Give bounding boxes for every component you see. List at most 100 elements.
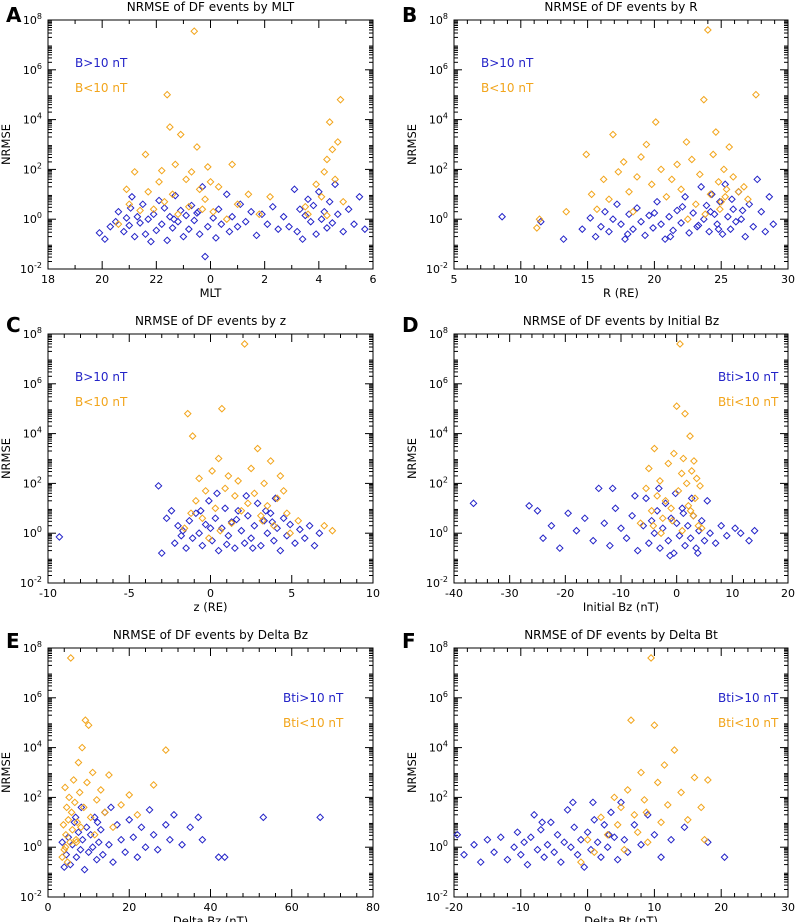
data-point	[603, 843, 612, 852]
data-point	[279, 514, 288, 523]
data-point	[637, 840, 645, 849]
data-point	[77, 803, 86, 812]
data-point	[640, 795, 649, 804]
data-point	[740, 182, 748, 191]
data-point	[643, 810, 652, 819]
data-point	[714, 225, 723, 234]
data-point	[566, 843, 575, 852]
data-point	[183, 409, 192, 418]
data-point	[720, 853, 729, 862]
series-high	[95, 180, 369, 261]
data-point	[203, 163, 212, 171]
data-point	[714, 177, 723, 186]
data-point	[476, 858, 485, 867]
x-tick-label: 22	[149, 273, 163, 286]
data-point	[240, 539, 249, 548]
data-point	[152, 226, 161, 235]
x-tick-label: 20	[122, 901, 136, 914]
data-point	[654, 484, 663, 493]
data-point	[723, 212, 732, 221]
data-point	[170, 810, 178, 819]
data-point	[741, 232, 750, 241]
data-point	[597, 853, 605, 862]
series-high	[469, 484, 759, 560]
x-axis-label: Delta Bt (nT)	[584, 914, 658, 922]
data-point	[562, 207, 571, 216]
data-point	[513, 828, 522, 837]
data-point	[694, 521, 703, 530]
data-point	[176, 206, 185, 215]
data-point	[149, 781, 158, 789]
legend-entry: Bti>10 nT	[718, 691, 779, 705]
data-point	[617, 803, 625, 812]
data-point	[122, 214, 131, 222]
data-point	[182, 544, 191, 553]
data-point	[700, 536, 709, 545]
data-point	[237, 506, 246, 515]
data-point	[650, 209, 659, 217]
data-point	[293, 227, 302, 236]
data-point	[683, 521, 692, 530]
data-point	[155, 177, 163, 186]
data-point	[250, 521, 259, 530]
data-point	[498, 212, 507, 221]
data-point	[617, 524, 625, 533]
data-point	[690, 457, 698, 465]
data-point	[209, 214, 218, 222]
data-point	[114, 220, 123, 229]
data-point	[597, 813, 605, 822]
data-point	[601, 207, 609, 216]
data-point	[703, 496, 712, 505]
data-point	[141, 150, 150, 159]
data-point	[682, 479, 691, 488]
data-point	[669, 549, 678, 558]
data-point	[722, 185, 731, 194]
data-point	[573, 850, 582, 859]
data-point	[539, 534, 547, 543]
data-point	[600, 820, 609, 829]
x-tick-label: 10	[725, 587, 739, 600]
data-point	[623, 786, 632, 794]
data-point	[98, 850, 107, 859]
data-point	[177, 531, 186, 540]
data-point	[141, 843, 150, 852]
data-point	[657, 853, 665, 862]
data-point	[133, 212, 142, 221]
data-point	[726, 225, 735, 234]
y-tick-label: 102	[23, 475, 42, 490]
data-point	[188, 432, 197, 440]
data-point	[298, 235, 307, 244]
data-point	[227, 519, 236, 528]
panel-letter: E	[6, 629, 20, 653]
data-point	[75, 788, 84, 797]
x-tick-label: 4	[315, 273, 322, 286]
data-point	[684, 501, 693, 510]
data-point	[689, 511, 698, 520]
data-point	[233, 222, 242, 231]
data-point	[560, 838, 569, 847]
data-point	[230, 491, 239, 500]
data-point	[214, 454, 223, 463]
data-point	[312, 230, 321, 239]
data-point	[339, 227, 348, 236]
data-point	[76, 823, 85, 832]
data-point	[320, 167, 329, 176]
data-point	[90, 830, 99, 839]
panel-title: NRMSE of DF events by Delta Bt	[524, 628, 718, 642]
data-point	[674, 486, 683, 495]
data-point	[633, 828, 642, 837]
data-point	[695, 170, 704, 179]
data-point	[593, 205, 601, 214]
data-point	[222, 190, 231, 199]
data-point	[222, 215, 231, 224]
data-point	[220, 853, 229, 862]
data-point	[184, 202, 193, 211]
data-point	[204, 496, 213, 505]
data-point	[107, 803, 115, 812]
data-point	[279, 486, 288, 495]
data-point	[258, 210, 266, 219]
data-point	[681, 541, 689, 550]
series-low	[577, 654, 712, 867]
data-point	[717, 521, 726, 530]
y-tick-label: 108	[23, 326, 42, 341]
